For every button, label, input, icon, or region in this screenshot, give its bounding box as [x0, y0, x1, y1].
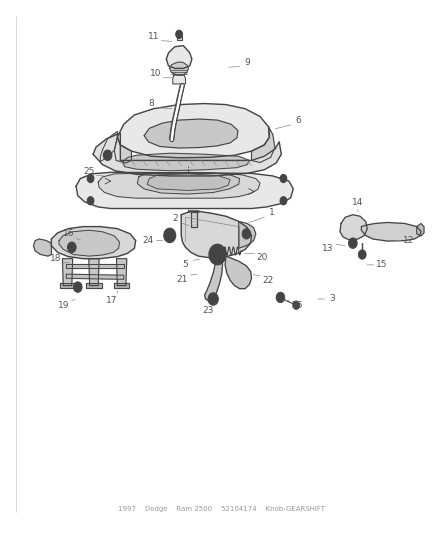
Circle shape: [208, 293, 218, 305]
Circle shape: [163, 228, 175, 243]
Polygon shape: [416, 223, 423, 236]
Circle shape: [103, 150, 112, 160]
Polygon shape: [188, 211, 199, 212]
Text: 1: 1: [268, 208, 274, 216]
Circle shape: [88, 199, 92, 203]
Text: 22: 22: [261, 276, 273, 285]
Text: 15: 15: [375, 260, 386, 269]
Circle shape: [357, 250, 365, 259]
Text: 9: 9: [244, 58, 250, 67]
Text: 16: 16: [63, 229, 74, 238]
Circle shape: [105, 152, 110, 158]
Text: 8: 8: [148, 99, 154, 108]
Text: 1997    Dodge    Ram 2500    52104174    Knob-GEARSHIFT: 1997 Dodge Ram 2500 52104174 Knob-GEARSH…: [118, 506, 325, 512]
Polygon shape: [225, 256, 251, 289]
Polygon shape: [144, 119, 237, 148]
Polygon shape: [93, 133, 281, 176]
Text: 3: 3: [329, 295, 335, 303]
Polygon shape: [98, 173, 259, 198]
Text: 2: 2: [172, 214, 177, 223]
Circle shape: [210, 296, 215, 302]
Circle shape: [73, 282, 82, 292]
Polygon shape: [66, 274, 124, 279]
Circle shape: [292, 301, 299, 309]
Circle shape: [67, 242, 76, 253]
Polygon shape: [123, 153, 249, 171]
Polygon shape: [59, 230, 119, 256]
Polygon shape: [114, 137, 131, 163]
Circle shape: [348, 238, 356, 248]
Polygon shape: [181, 211, 251, 257]
Text: 5: 5: [182, 260, 188, 269]
Text: 24: 24: [142, 236, 154, 245]
Polygon shape: [172, 75, 185, 84]
Text: 26: 26: [291, 301, 303, 310]
Polygon shape: [117, 103, 269, 158]
Polygon shape: [360, 222, 420, 241]
Polygon shape: [137, 172, 239, 194]
Circle shape: [175, 30, 182, 38]
Polygon shape: [86, 284, 101, 288]
Text: 25: 25: [83, 167, 94, 176]
Circle shape: [208, 244, 226, 265]
Text: 14: 14: [351, 198, 363, 207]
Polygon shape: [166, 46, 191, 68]
Circle shape: [281, 199, 285, 203]
Text: 21: 21: [177, 275, 188, 284]
Circle shape: [242, 229, 250, 239]
Polygon shape: [66, 264, 124, 268]
Polygon shape: [251, 127, 274, 163]
Circle shape: [75, 285, 80, 290]
Text: 20: 20: [256, 253, 267, 262]
Text: 11: 11: [148, 32, 159, 41]
Polygon shape: [204, 256, 222, 301]
Polygon shape: [147, 174, 230, 190]
Polygon shape: [339, 215, 367, 240]
Circle shape: [279, 197, 286, 205]
Circle shape: [87, 197, 94, 205]
Polygon shape: [76, 172, 293, 208]
Polygon shape: [88, 259, 99, 286]
Polygon shape: [114, 284, 129, 288]
Text: 17: 17: [106, 295, 117, 304]
Text: 6: 6: [295, 116, 300, 125]
Polygon shape: [60, 284, 75, 288]
Circle shape: [70, 245, 74, 250]
Circle shape: [276, 292, 284, 303]
Polygon shape: [51, 227, 135, 259]
Polygon shape: [238, 221, 255, 248]
Text: 18: 18: [50, 254, 61, 263]
Polygon shape: [176, 36, 181, 41]
Polygon shape: [100, 132, 117, 161]
Text: 13: 13: [321, 244, 333, 253]
Polygon shape: [62, 259, 73, 286]
Circle shape: [281, 176, 285, 181]
Polygon shape: [116, 259, 127, 286]
Polygon shape: [191, 212, 197, 227]
Text: 23: 23: [202, 306, 213, 315]
Text: 12: 12: [403, 236, 414, 245]
Circle shape: [88, 176, 92, 181]
Text: 10: 10: [150, 69, 161, 78]
Polygon shape: [33, 239, 51, 256]
Text: 19: 19: [58, 301, 70, 310]
Circle shape: [212, 248, 222, 261]
Circle shape: [87, 174, 94, 183]
Circle shape: [166, 232, 172, 239]
Circle shape: [279, 174, 286, 183]
Circle shape: [350, 240, 354, 246]
Polygon shape: [170, 62, 188, 75]
